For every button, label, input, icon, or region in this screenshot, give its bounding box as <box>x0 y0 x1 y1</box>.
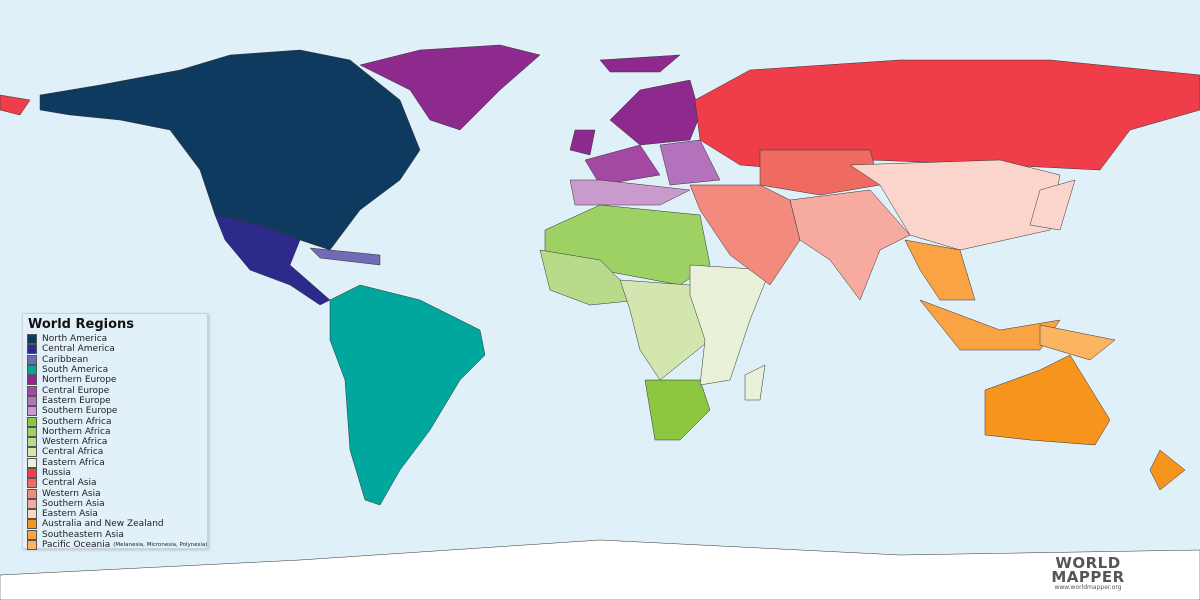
legend-item-central-africa: Central Africa <box>27 447 203 458</box>
legend-label: Western Asia <box>42 488 101 499</box>
legend-item-south-america: South America <box>27 365 203 376</box>
legend-swatch <box>27 426 37 437</box>
legend-label: Eastern Asia <box>42 509 98 520</box>
legend-note: (Melanesia, Micronesia, Polynesia) <box>113 542 208 549</box>
legend-label: Southern Asia <box>42 498 105 509</box>
region-north-america <box>39 49 421 251</box>
legend-swatch <box>27 375 37 386</box>
legend-swatch <box>27 519 37 530</box>
worldmapper-logo: WORLD MAPPER www.worldmapper.org <box>1046 556 1130 592</box>
region-northern-europe <box>599 54 681 73</box>
legend-swatch <box>27 488 37 499</box>
legend-label: Northern Africa <box>42 426 111 437</box>
legend-swatch <box>27 457 37 468</box>
region-eastern-africa <box>744 364 766 401</box>
logo-line-1: WORLD <box>1055 554 1121 572</box>
region-western-asia <box>689 184 801 286</box>
region-pacific-oceania <box>1039 324 1116 361</box>
legend-item-pacific-oceania: Pacific Oceania (Melanesia, Micronesia, P… <box>27 540 208 551</box>
legend-label: Central America <box>42 344 115 355</box>
region-southern-europe <box>569 179 691 206</box>
region-russia <box>0 94 31 116</box>
region-caribbean <box>309 247 381 266</box>
legend-label: Northern Europe <box>42 375 117 386</box>
legend-item-caribbean: Caribbean <box>27 354 203 365</box>
region-central-europe <box>584 144 661 186</box>
region-southeastern-asia <box>919 299 1061 351</box>
legend-item-southern-asia: Southern Asia <box>27 498 203 509</box>
legend-label: Pacific Oceania <box>42 540 111 551</box>
legend-item-southeastern-asia: Southeastern Asia <box>27 529 203 540</box>
legend-item-western-africa: Western Africa <box>27 437 203 448</box>
region-russia <box>694 59 1200 171</box>
legend-item-russia: Russia <box>27 468 203 478</box>
legend-item-northern-africa: Northern Africa <box>27 426 203 437</box>
legend-item-northern-europe: Northern Europe <box>27 375 203 386</box>
legend-swatch <box>27 437 37 448</box>
legend-label: Southern Africa <box>42 416 112 427</box>
logo-url: www.worldmapper.org <box>1054 584 1122 591</box>
legend-label: Southeastern Asia <box>42 529 124 540</box>
legend-item-western-asia: Western Asia <box>27 488 203 499</box>
legend-item-southern-africa: Southern Africa <box>27 416 203 427</box>
legend-swatch <box>27 354 37 365</box>
legend-label: North America <box>42 334 108 345</box>
legend-label: Eastern Europe <box>42 395 111 406</box>
legend-item-southern-europe: Southern Europe <box>27 406 203 417</box>
legend-swatch <box>27 365 37 376</box>
legend-swatch <box>27 406 37 417</box>
legend-label: Southern Europe <box>42 406 118 417</box>
legend-swatch <box>27 344 37 355</box>
region-southern-africa <box>644 379 711 441</box>
legend-swatch <box>27 416 37 427</box>
logo-line-2: MAPPER <box>1051 568 1125 586</box>
legend-swatch <box>27 447 37 458</box>
region-south-america <box>329 284 486 506</box>
legend-item-eastern-asia: Eastern Asia <box>27 509 203 520</box>
region-antarctica <box>0 539 1200 600</box>
legend-item-eastern-africa: Eastern Africa <box>27 457 203 468</box>
legend-label: Australia and New Zealand <box>42 519 164 530</box>
legend-label: South America <box>42 365 109 376</box>
legend-swatch <box>27 540 37 551</box>
legend-swatch <box>27 478 37 489</box>
legend-label: Russia <box>42 468 71 478</box>
legend-swatch <box>27 395 37 406</box>
legend-label: Western Africa <box>42 437 108 448</box>
legend-item-central-america: Central America <box>27 344 203 355</box>
region-northern-europe <box>569 129 596 156</box>
legend-label: Caribbean <box>42 354 89 365</box>
region-australia-nz <box>1149 449 1186 491</box>
legend-label: Central Asia <box>42 478 97 489</box>
legend-label: Eastern Africa <box>42 457 105 468</box>
region-eastern-africa <box>689 264 771 386</box>
legend-item-australia-nz: Australia and New Zealand <box>27 519 203 530</box>
region-eastern-europe <box>659 139 721 186</box>
region-central-asia <box>759 149 881 196</box>
legend-label: Central Africa <box>42 447 104 458</box>
legend-swatch <box>27 529 37 540</box>
region-northern-europe <box>359 44 541 131</box>
region-southeastern-asia <box>904 239 976 301</box>
legend-title: World Regions <box>28 317 135 332</box>
legend-swatch <box>27 385 37 396</box>
legend-item-north-america: North America <box>27 334 203 345</box>
legend-swatch <box>27 498 37 509</box>
legend-item-eastern-europe: Eastern Europe <box>27 395 203 406</box>
region-northern-europe <box>609 79 701 146</box>
region-eastern-asia <box>1029 179 1076 231</box>
legend-swatch <box>27 509 37 520</box>
legend-item-central-europe: Central Europe <box>27 385 203 396</box>
legend-swatch <box>27 334 37 345</box>
region-southern-asia <box>789 189 911 301</box>
region-central-america <box>214 214 331 306</box>
region-australia-nz <box>984 354 1111 446</box>
region-western-africa <box>539 249 641 306</box>
legend: World Regions North America Central Ameri… <box>22 313 208 551</box>
legend-label: Central Europe <box>42 385 110 396</box>
legend-item-central-asia: Central Asia <box>27 478 203 489</box>
region-eastern-asia <box>849 159 1061 251</box>
legend-swatch <box>27 468 37 478</box>
